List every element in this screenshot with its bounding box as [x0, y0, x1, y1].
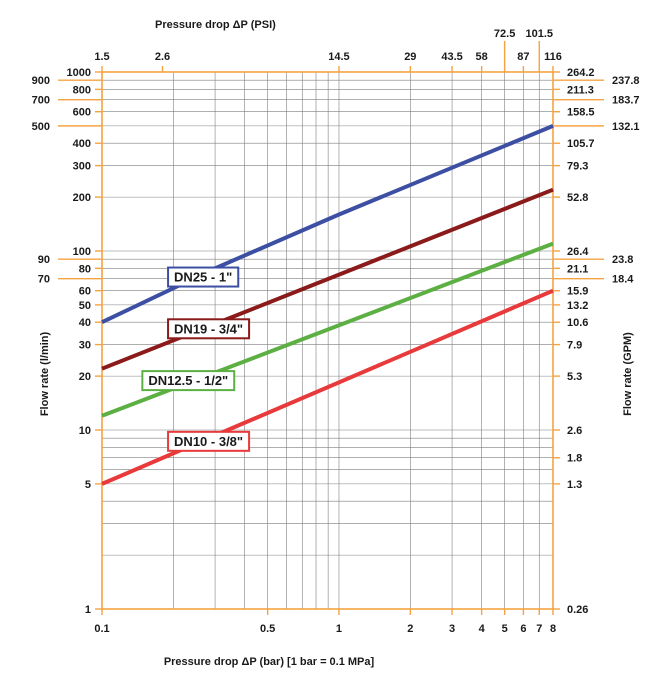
x2-axis-title: Pressure drop ΔP (PSI)	[155, 19, 276, 31]
x2-tick-label: 43.5	[441, 51, 462, 63]
y2-tick-label: 79.3	[567, 161, 588, 173]
x-tick-label: 7	[536, 623, 542, 635]
y2-tick-label: 105.7	[567, 138, 595, 150]
x2-tick-label: 87	[517, 51, 529, 63]
y-outer-tick-label: 70	[38, 274, 50, 286]
y-tick-label: 800	[73, 84, 91, 96]
y2-outer-tick-label: 183.7	[612, 95, 640, 107]
x-tick-label: 3	[449, 623, 455, 635]
y2-tick-label: 7.9	[567, 340, 582, 352]
x-tick-label: 1	[336, 623, 342, 635]
x2-high-tick-label: 101.5	[525, 28, 553, 40]
series-label-text: DN19 - 3/4"	[174, 321, 243, 336]
y-tick-label: 50	[79, 300, 91, 312]
y-tick-label: 30	[79, 340, 91, 352]
y2-tick-label: 26.4	[567, 246, 589, 258]
y-outer-tick-label: 500	[32, 121, 50, 133]
y-tick-label: 5	[85, 479, 91, 491]
x-tick-label: 4	[479, 623, 486, 635]
y2-tick-label: 0.26	[567, 604, 588, 616]
series-label-box	[167, 318, 251, 340]
series-label-box	[167, 430, 251, 452]
series-label-dn25: DN25 - 1"	[167, 266, 240, 288]
y-tick-label: 1	[85, 604, 91, 616]
x-tick-label: 5	[502, 623, 508, 635]
y2-tick-label: 158.5	[567, 107, 595, 119]
y2-tick-label: 2.6	[567, 425, 582, 437]
series-label-text: DN25 - 1"	[174, 270, 232, 285]
series-label-dn19: DN19 - 3/4"	[167, 318, 251, 340]
y-outer-tick-label: 90	[38, 254, 50, 266]
y-tick-label: 10	[79, 425, 91, 437]
series-label-box	[141, 370, 236, 392]
y-axis-title: Flow rate (l/min)	[39, 331, 51, 416]
tick-labels: 0.1 0.5 1 2 3 4 5 6 7 81.5 2.6 14.5 29 43.5 58 87 11672.…	[32, 28, 640, 635]
y2-tick-label: 5.3	[567, 371, 582, 383]
x2-tick-label: 116	[544, 51, 562, 63]
y-outer-tick-label: 700	[32, 95, 50, 107]
x-tick-label: 6	[520, 623, 526, 635]
x-tick-label: 8	[550, 623, 556, 635]
x-tick-label: 0.1	[94, 623, 109, 635]
outer-tick-marks	[58, 41, 604, 615]
series-label-dn12_5: DN12.5 - 1/2"	[141, 370, 236, 392]
x2-tick-label: 14.5	[328, 51, 349, 63]
y2-axis-title: Flow rate (GPM)	[622, 332, 634, 416]
y2-tick-label: 264.2	[567, 67, 595, 79]
y-tick-label: 40	[79, 317, 91, 329]
series-label-box	[167, 266, 240, 288]
y-outer-tick-label: 900	[32, 75, 50, 87]
grid-lines	[101, 71, 554, 610]
y-tick-label: 300	[73, 161, 91, 173]
y2-tick-label: 1.3	[567, 479, 582, 491]
plot-border-rect	[101, 71, 554, 610]
y-tick-label: 100	[73, 246, 91, 258]
series-line-dn25	[101, 124, 554, 325]
series-label-text: DN10 - 3/8"	[174, 434, 243, 449]
y-tick-label: 400	[73, 138, 91, 150]
series-label-text: DN12.5 - 1/2"	[148, 373, 228, 388]
y2-outer-tick-label: 18.4	[612, 274, 634, 286]
x2-high-tick-label: 72.5	[494, 28, 515, 40]
x-axis-title: Pressure drop ΔP (bar) [1 bar = 0.1 MPa]	[164, 656, 375, 668]
y2-tick-label: 21.1	[567, 263, 588, 275]
series-labels: DN25 - 1" DN19 - 3/4" DN12.5 - 1/2" DN10 - …	[141, 266, 251, 452]
x-tick-label: 2	[407, 623, 413, 635]
y-tick-label: 200	[73, 192, 91, 204]
y-tick-label: 600	[73, 107, 91, 119]
y-tick-label: 1000	[67, 67, 91, 79]
y2-tick-label: 13.2	[567, 300, 588, 312]
y2-tick-label: 1.8	[567, 453, 582, 465]
y2-outer-tick-label: 132.1	[612, 121, 640, 133]
x2-tick-label: 58	[476, 51, 488, 63]
y2-tick-label: 52.8	[567, 192, 588, 204]
x-tick-label: 0.5	[260, 623, 275, 635]
y-tick-label: 80	[79, 263, 91, 275]
y2-tick-label: 10.6	[567, 317, 588, 329]
x2-tick-label: 29	[404, 51, 416, 63]
y2-tick-label: 211.3	[567, 84, 594, 96]
y-tick-label: 60	[79, 286, 91, 298]
y2-outer-tick-label: 23.8	[612, 254, 633, 266]
x2-tick-label: 2.6	[155, 51, 170, 63]
x2-tick-label: 1.5	[94, 51, 109, 63]
y2-tick-label: 15.9	[567, 286, 588, 298]
series-label-dn10: DN10 - 3/8"	[167, 430, 251, 452]
y-tick-label: 20	[79, 371, 91, 383]
plot-border	[101, 71, 554, 610]
y2-outer-tick-label: 237.8	[612, 75, 640, 87]
